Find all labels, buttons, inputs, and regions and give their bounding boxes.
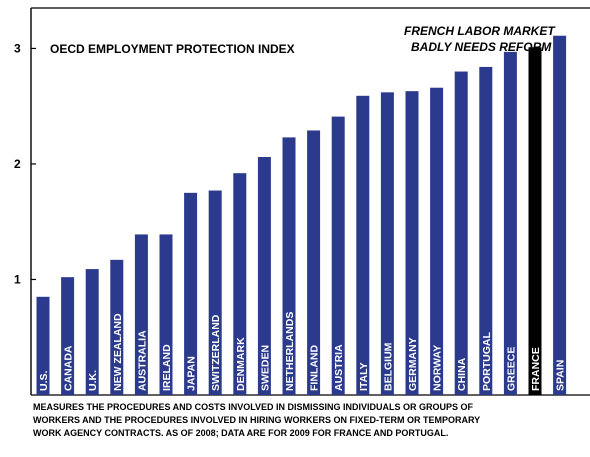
y-tick-label: 1	[14, 272, 21, 286]
bars	[36, 35, 567, 396]
bar-switzerland	[208, 190, 222, 395]
bar-label: SPAIN	[555, 360, 567, 391]
bar-u-s	[36, 296, 50, 395]
bar-label: SWEDEN	[259, 345, 271, 391]
bar-austria	[331, 116, 345, 396]
bar-label: NORWAY	[432, 345, 444, 391]
bar-label: PORTUGAL	[481, 332, 493, 392]
bar-label: SWITZERLAND	[210, 314, 222, 391]
bar-france	[528, 47, 542, 395]
footnote-line-2: WORKERS AND THE PROCEDURES INVOLVED IN H…	[33, 415, 481, 425]
y-tick-label: 2	[14, 157, 21, 171]
bar-australia	[134, 234, 148, 395]
bar-label: FINLAND	[309, 345, 321, 391]
annotation-line-1: FRENCH LABOR MARKET	[404, 24, 556, 38]
footnote-line-3: WORK AGENCY CONTRACTS. AS OF 2008; DATA …	[33, 428, 449, 438]
y-tick-label: 3	[14, 41, 21, 55]
annotation-line-2: BADLY NEEDS REFORM	[411, 40, 552, 54]
bar-canada	[61, 277, 75, 395]
bar-spain	[553, 35, 567, 395]
bar-japan	[184, 192, 198, 395]
bar-label: DENMARK	[235, 337, 247, 391]
bar-china	[454, 71, 468, 395]
bar-label: CHINA	[456, 357, 468, 391]
bar-label: NETHERLANDS	[284, 312, 296, 391]
bar-label: ITALY	[358, 362, 370, 391]
axes: 1 2 3	[14, 7, 590, 396]
bar-new-zealand	[110, 259, 124, 395]
bar-label: GERMANY	[407, 337, 419, 391]
bar-label: AUSTRIA	[333, 344, 345, 391]
bar-portugal	[479, 66, 493, 396]
bar-germany	[405, 91, 419, 395]
bar-label: U.K.	[87, 370, 99, 391]
chart-title: OECD EMPLOYMENT PROTECTION INDEX	[50, 42, 295, 56]
bar-finland	[307, 130, 321, 395]
footnote-line-1: MEASURES THE PROCEDURES AND COSTS INVOLV…	[33, 402, 474, 412]
bar-label: AUSTRALIA	[136, 330, 148, 391]
bar-denmark	[233, 173, 247, 395]
bar-norway	[430, 87, 444, 395]
bar-labels: U.S. CANADA U.K. NEW ZEALAND AUSTRALIA IRELAN…	[38, 312, 567, 391]
bar-italy	[356, 95, 370, 396]
chart: 1 2 3 U.S. CANADA U.K. NEW ZEALAND AUSTRALIA IR…	[14, 7, 590, 396]
bar-sweden	[257, 157, 271, 395]
bar-label: NEW ZEALAND	[112, 313, 124, 391]
bar-netherlands	[282, 137, 296, 395]
bar-greece	[503, 51, 517, 396]
bar-label: FRANCE	[530, 347, 542, 391]
bar-u-k	[85, 269, 99, 395]
bar-ireland	[159, 234, 173, 395]
bar-label: U.S.	[38, 370, 50, 391]
bar-label: BELGIUM	[382, 342, 394, 391]
bar-label: GREECE	[505, 347, 517, 391]
bar-label: JAPAN	[186, 356, 198, 391]
footnote: MEASURES THE PROCEDURES AND COSTS INVOLV…	[33, 401, 585, 440]
bar-belgium	[380, 92, 394, 395]
bar-label: IRELAND	[161, 344, 173, 391]
bar-label: CANADA	[63, 345, 75, 391]
